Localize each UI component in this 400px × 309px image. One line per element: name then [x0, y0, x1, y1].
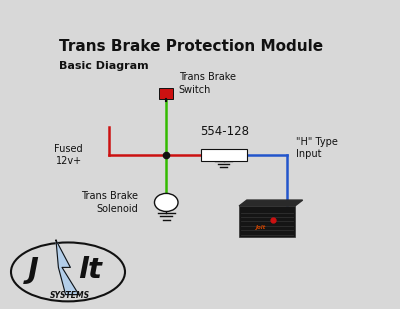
- FancyBboxPatch shape: [201, 149, 248, 161]
- Text: Basic Diagram: Basic Diagram: [59, 61, 149, 71]
- FancyBboxPatch shape: [160, 88, 173, 99]
- Text: Fused
12v+: Fused 12v+: [54, 144, 82, 166]
- Text: SYSTEMS: SYSTEMS: [50, 291, 90, 300]
- Text: Jolt: Jolt: [256, 225, 266, 230]
- Text: Trans Brake
Solenoid: Trans Brake Solenoid: [81, 191, 138, 214]
- Text: J: J: [28, 256, 39, 284]
- Polygon shape: [239, 200, 303, 206]
- Text: Trans Brake Protection Module: Trans Brake Protection Module: [59, 40, 324, 54]
- Text: lt: lt: [78, 256, 102, 284]
- Text: Trans Brake
Switch: Trans Brake Switch: [179, 72, 236, 95]
- Circle shape: [154, 193, 178, 211]
- Text: "H" Type
Input: "H" Type Input: [296, 137, 338, 159]
- Polygon shape: [56, 240, 79, 294]
- Text: 554-128: 554-128: [200, 125, 249, 138]
- FancyBboxPatch shape: [239, 206, 295, 237]
